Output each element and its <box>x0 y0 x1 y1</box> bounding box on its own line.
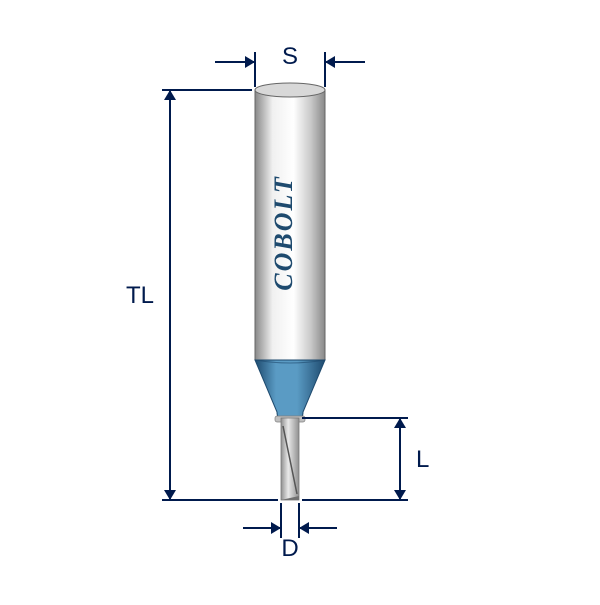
diagram-svg: COBOLT S TL D L <box>0 0 600 600</box>
brand-label: COBOLT <box>269 175 298 291</box>
cutting-length-label: L <box>416 446 429 473</box>
total-length-label: TL <box>126 282 154 309</box>
cutting-diameter-label: D <box>281 535 298 562</box>
shank-diameter-label: S <box>282 43 298 70</box>
router-bit-diagram: COBOLT S TL D L <box>0 0 600 600</box>
